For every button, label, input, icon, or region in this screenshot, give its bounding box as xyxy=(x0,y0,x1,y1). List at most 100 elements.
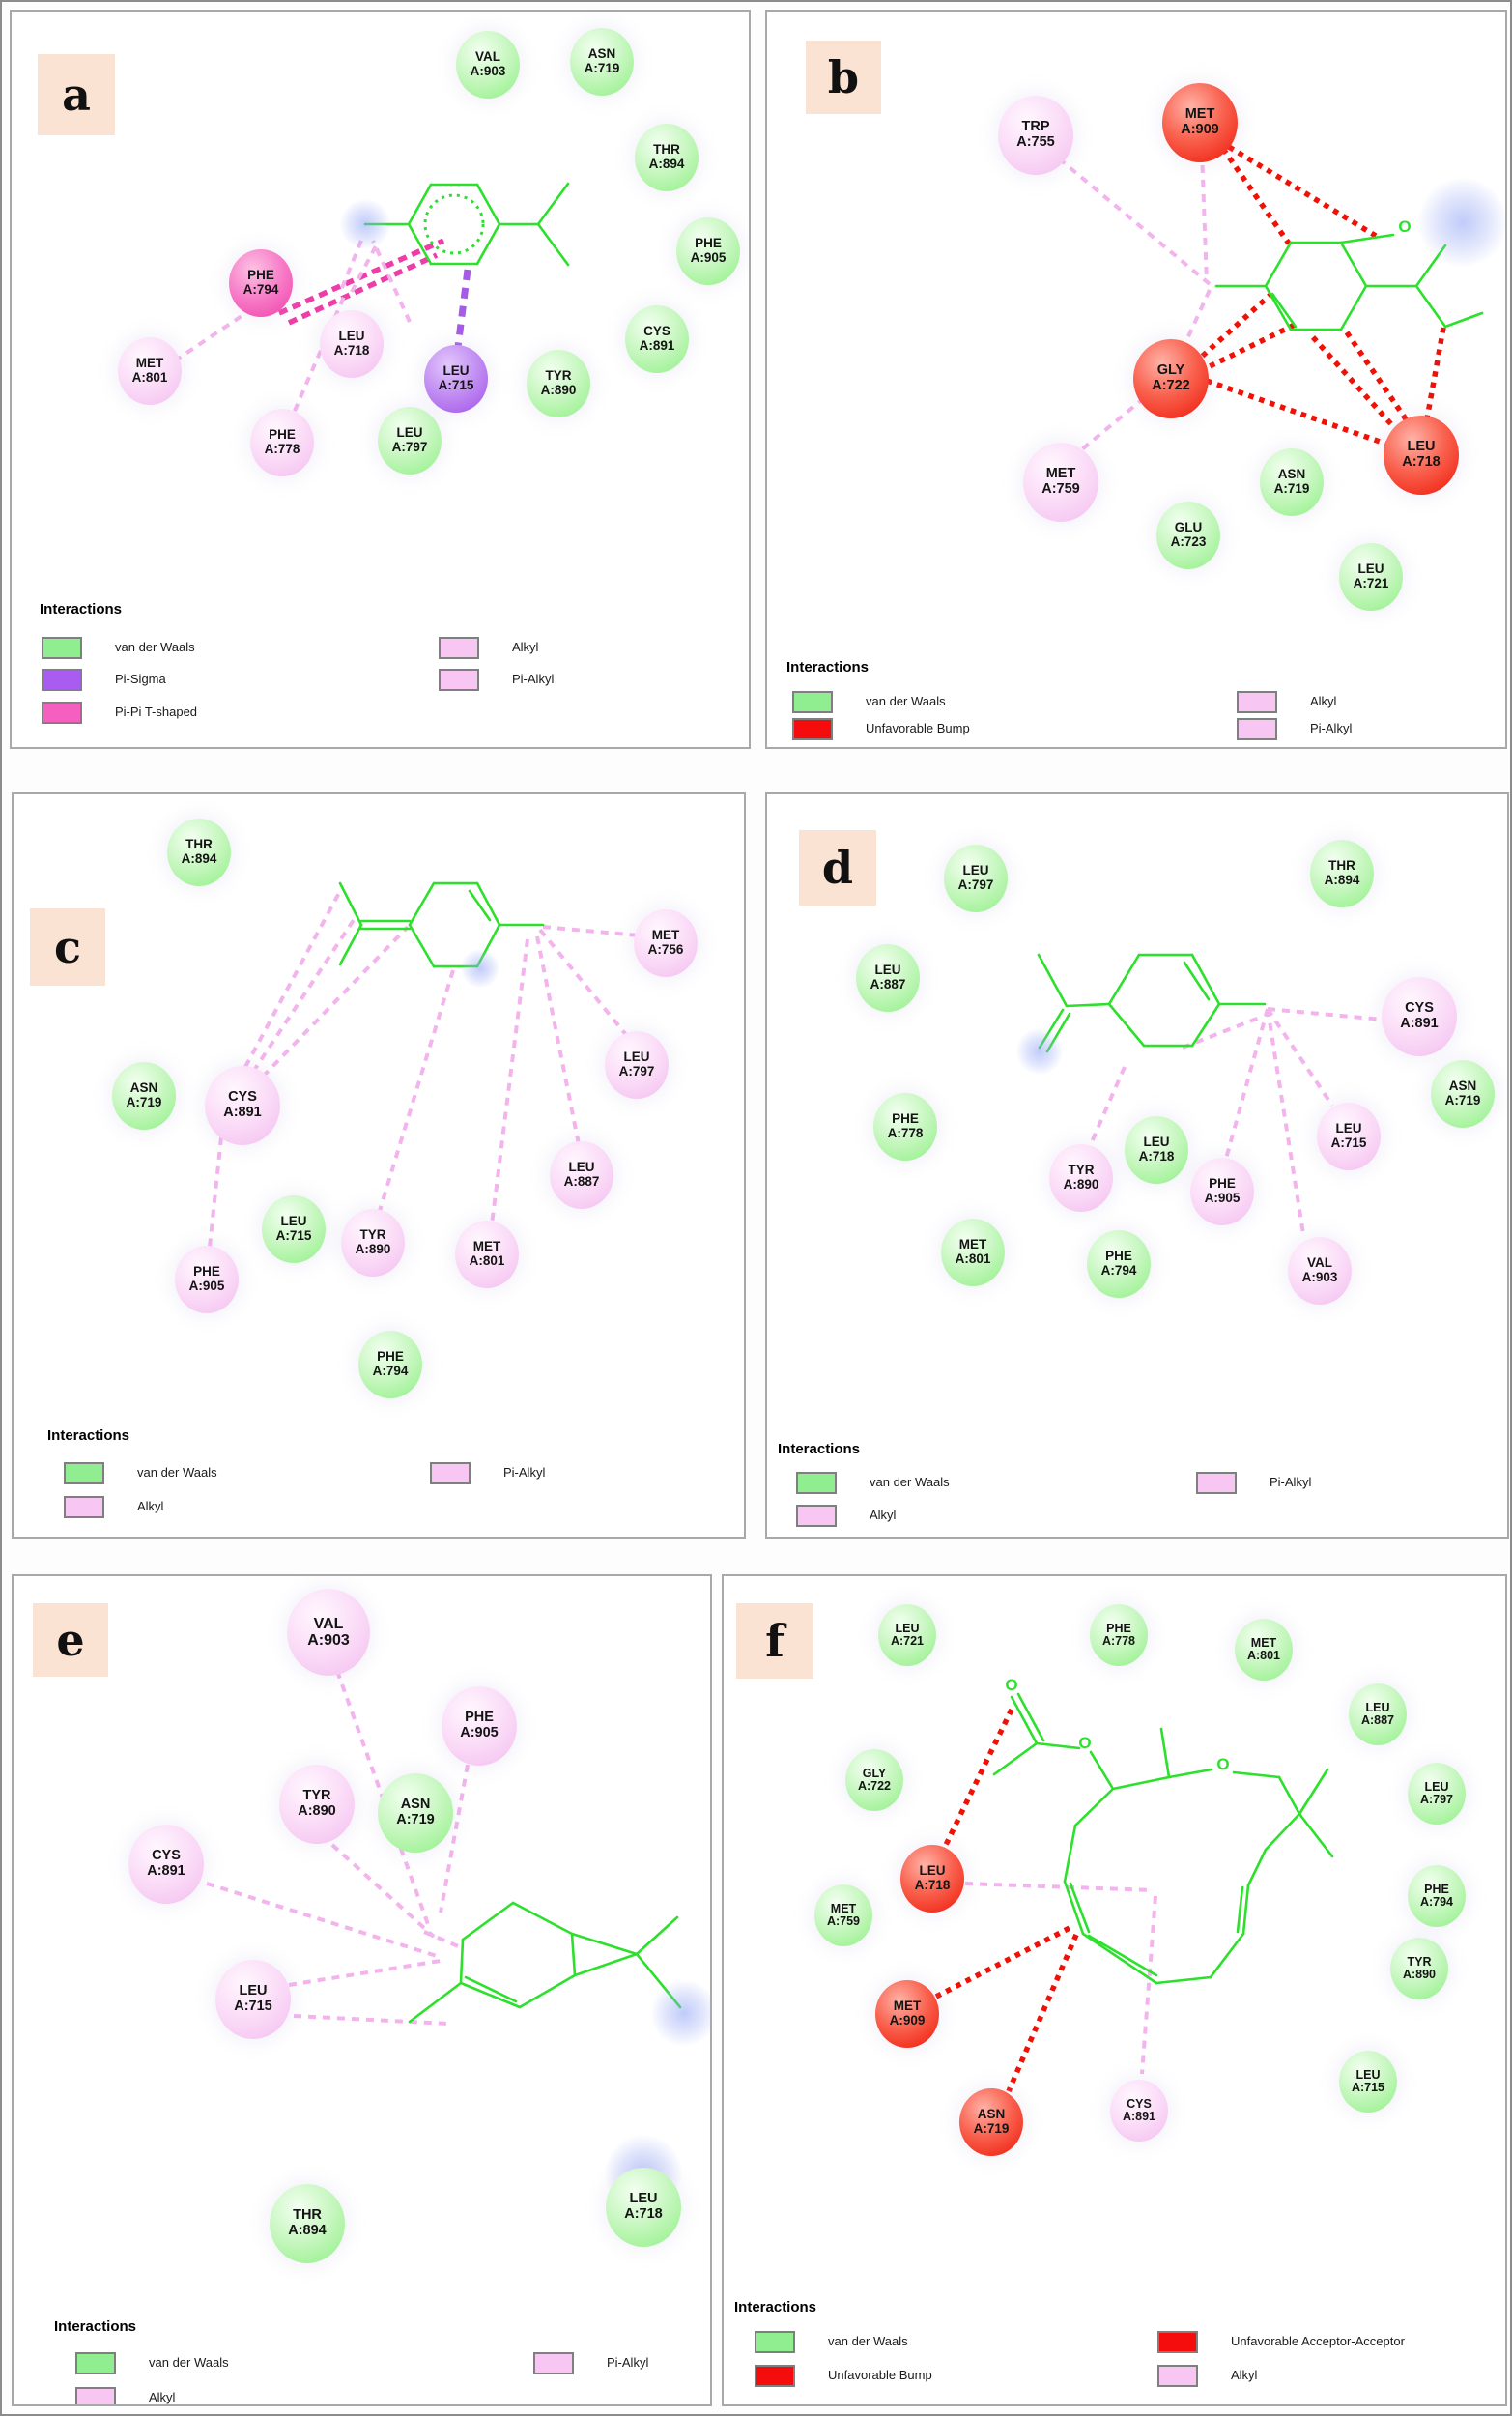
residue-node-leu-a715: LEU A:715 xyxy=(1339,2051,1397,2113)
legend-label: Unfavorable Bump xyxy=(828,2368,932,2382)
residue-position: A:718 xyxy=(333,343,370,358)
interaction-dash-alkyl xyxy=(371,240,412,323)
interaction-dash-red xyxy=(1227,144,1378,239)
ligand-bond xyxy=(1107,1002,1146,1048)
ligand-bond xyxy=(1038,1008,1065,1050)
interaction-dash-alkyl xyxy=(542,925,650,938)
residue-position: A:890 xyxy=(540,383,577,397)
residue-node-met-a909: MET A:909 xyxy=(875,1980,939,2048)
ligand-bond xyxy=(1087,1934,1158,1977)
residue-node-thr-a894: THR A:894 xyxy=(167,819,231,886)
residue-name: CYS xyxy=(152,1848,181,1864)
panel-c: c THR A:894 ASN A:719 CYS A:891 LEU A:715 TYR A:89… xyxy=(12,792,746,1539)
panel-letter-badge-f: f xyxy=(736,1603,813,1679)
legend-label: Pi-Alkyl xyxy=(1310,721,1353,735)
legend-swatch-pialkyl xyxy=(439,669,479,691)
residue-name: TYR xyxy=(1407,1954,1432,1969)
residue-name: LEU xyxy=(962,863,989,878)
panel-letter-badge-b: b xyxy=(806,41,881,114)
residue-node-leu-a715: LEU A:715 xyxy=(215,1960,291,2039)
interaction-dash-alkyl xyxy=(1200,150,1209,283)
interaction-dash-alkyl xyxy=(206,1882,438,1958)
residue-name: PHE xyxy=(892,1111,919,1127)
residue-name: LEU xyxy=(919,1863,946,1879)
oxygen-atom-label: O xyxy=(1078,1734,1091,1752)
residue-name: LEU xyxy=(338,329,365,344)
residue-position: A:778 xyxy=(264,442,300,456)
residue-node-met-a756: MET A:756 xyxy=(634,909,698,977)
residue-node-val-a903: VAL A:903 xyxy=(1288,1237,1352,1305)
oxygen-atom-label: O xyxy=(1398,217,1411,236)
legend-swatch-alkyl xyxy=(75,2387,116,2404)
legend-swatch-vdw xyxy=(64,1462,104,1484)
ligand-bond xyxy=(1107,953,1141,1006)
residue-node-cys-a891: CYS A:891 xyxy=(1110,2080,1168,2142)
residue-position: A:894 xyxy=(648,157,685,171)
residue-position: A:794 xyxy=(372,1364,409,1378)
residue-name: VAL xyxy=(313,1615,344,1632)
residue-node-phe-a794: PHE A:794 xyxy=(1087,1230,1151,1298)
residue-node-leu-a797: LEU A:797 xyxy=(1408,1763,1466,1825)
residue-position: A:722 xyxy=(857,1779,892,1793)
residue-position: A:801 xyxy=(1246,1649,1281,1662)
ligand-bond xyxy=(1037,953,1069,1008)
residue-name: MET xyxy=(958,1237,987,1252)
residue-node-tyr-a890: TYR A:890 xyxy=(1390,1938,1448,1999)
legend-label: van der Waals xyxy=(115,640,195,654)
residue-position: A:715 xyxy=(438,378,474,392)
ligand-bond xyxy=(407,222,433,266)
residue-name: LEU xyxy=(1424,1779,1449,1794)
ligand-bond xyxy=(1298,1768,1329,1816)
ligand-bond xyxy=(1236,1885,1244,1934)
legend-swatch-pialkyl xyxy=(1196,1472,1237,1494)
legend-label: van der Waals xyxy=(866,694,946,708)
solvent-accessibility-glow xyxy=(651,1980,710,2046)
legend-label: Unfavorable Bump xyxy=(866,721,970,735)
residue-node-leu-a797: LEU A:797 xyxy=(605,1031,669,1099)
ligand-bond xyxy=(1339,233,1395,244)
residue-position: A:801 xyxy=(955,1251,991,1266)
legend-label: van der Waals xyxy=(137,1465,217,1480)
residue-name: ASN xyxy=(129,1080,158,1096)
legend-swatch-alkyl xyxy=(796,1505,837,1527)
residue-position: A:778 xyxy=(1101,1634,1136,1648)
ligand-bond xyxy=(1016,1692,1045,1742)
legend-label: Alkyl xyxy=(512,640,539,654)
residue-node-met-a909: MET A:909 xyxy=(1162,83,1238,162)
aromatic-ring-circle xyxy=(423,193,485,255)
ligand-bond xyxy=(475,222,501,266)
residue-position: A:797 xyxy=(957,877,994,892)
interaction-dash-alkyl xyxy=(208,1136,223,1248)
residue-node-phe-a778: PHE A:778 xyxy=(250,409,314,476)
ligand-bond xyxy=(1010,1695,1039,1745)
residue-name: PHE xyxy=(695,236,722,251)
residue-name: MET xyxy=(1045,466,1076,482)
interaction-dash-alkyl xyxy=(261,925,410,1079)
residue-name: LEU xyxy=(629,2191,658,2207)
residue-node-thr-a894: THR A:894 xyxy=(1310,840,1374,907)
legend-swatch-pipi xyxy=(42,702,82,724)
residue-node-met-a759: MET A:759 xyxy=(1023,443,1098,522)
ligand-bond xyxy=(1155,1975,1212,1985)
residue-position: A:894 xyxy=(288,2223,327,2238)
ligand-bond xyxy=(1232,1770,1281,1779)
ligand-bond xyxy=(464,1975,518,2003)
residue-position: A:719 xyxy=(396,1812,435,1827)
residue-node-val-a903: VAL A:903 xyxy=(287,1589,370,1676)
residue-name: ASN xyxy=(400,1797,431,1813)
ligand-bond xyxy=(1443,311,1484,329)
legend-title: Interactions xyxy=(778,1441,861,1457)
residue-position: A:905 xyxy=(690,250,727,265)
ligand-bond xyxy=(407,183,433,226)
interaction-dash-red xyxy=(1220,147,1292,245)
interaction-dash-red xyxy=(934,1924,1073,1999)
residue-position: A:909 xyxy=(1181,122,1219,137)
panel-letter-badge-e: e xyxy=(33,1603,108,1677)
residue-node-leu-a721: LEU A:721 xyxy=(878,1604,936,1666)
interaction-dash-alkyl xyxy=(490,938,529,1225)
residue-position: A:797 xyxy=(618,1064,655,1079)
residue-position: A:719 xyxy=(973,2121,1010,2136)
residue-name: TYR xyxy=(1068,1163,1095,1178)
residue-node-phe-a778: PHE A:778 xyxy=(873,1093,937,1161)
